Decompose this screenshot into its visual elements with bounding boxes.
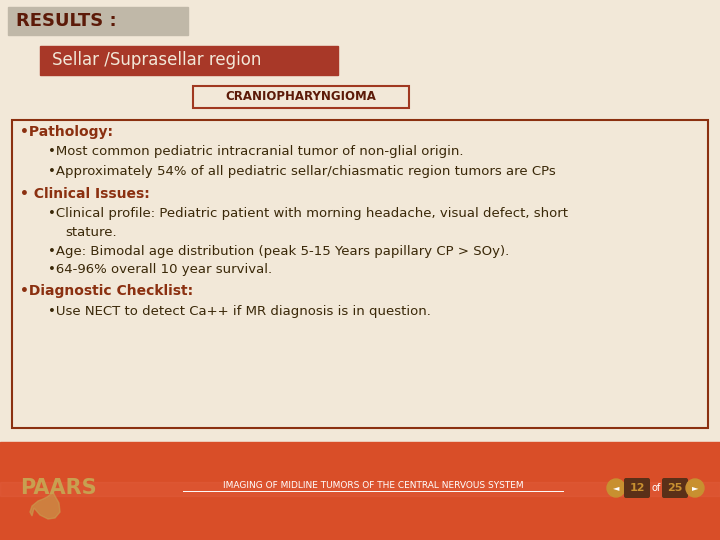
Text: •Diagnostic Checklist:: •Diagnostic Checklist: bbox=[20, 284, 193, 298]
Bar bbox=[40, 46, 338, 75]
Text: •Pathology:: •Pathology: bbox=[20, 125, 113, 139]
Polygon shape bbox=[30, 492, 60, 519]
Text: 25: 25 bbox=[667, 483, 683, 493]
Text: •Age: Bimodal age distribution (peak 5-15 Years papillary CP > SOy).: •Age: Bimodal age distribution (peak 5-1… bbox=[48, 245, 509, 258]
Text: PAARS: PAARS bbox=[19, 478, 96, 498]
Bar bbox=[8, 7, 188, 35]
FancyBboxPatch shape bbox=[12, 120, 708, 428]
Text: stature.: stature. bbox=[65, 226, 117, 239]
FancyBboxPatch shape bbox=[662, 478, 688, 498]
Text: RESULTS :: RESULTS : bbox=[16, 12, 117, 30]
Bar bbox=[0, 442, 720, 540]
Text: •Approximately 54% of all pediatric sellar/chiasmatic region tumors are CPs: •Approximately 54% of all pediatric sell… bbox=[48, 165, 556, 179]
Circle shape bbox=[686, 479, 704, 497]
Text: • Clinical Issues:: • Clinical Issues: bbox=[20, 187, 150, 201]
Text: IMAGING OF MIDLINE TUMORS OF THE CENTRAL NERVOUS SYSTEM: IMAGING OF MIDLINE TUMORS OF THE CENTRAL… bbox=[222, 482, 523, 490]
Text: Sellar /Suprasellar region: Sellar /Suprasellar region bbox=[52, 51, 261, 69]
Circle shape bbox=[607, 479, 625, 497]
Text: ►: ► bbox=[692, 483, 698, 492]
FancyBboxPatch shape bbox=[624, 478, 650, 498]
Text: •Use NECT to detect Ca++ if MR diagnosis is in question.: •Use NECT to detect Ca++ if MR diagnosis… bbox=[48, 305, 431, 318]
FancyBboxPatch shape bbox=[193, 86, 409, 108]
Text: CRANIOPHARYNGIOMA: CRANIOPHARYNGIOMA bbox=[225, 91, 377, 104]
Text: •64-96% overall 10 year survival.: •64-96% overall 10 year survival. bbox=[48, 262, 272, 275]
Text: •Most common pediatric intracranial tumor of non-glial origin.: •Most common pediatric intracranial tumo… bbox=[48, 145, 464, 159]
Text: 12: 12 bbox=[629, 483, 644, 493]
Text: ◄: ◄ bbox=[613, 483, 619, 492]
Text: •Clinical profile: Pediatric patient with morning headache, visual defect, short: •Clinical profile: Pediatric patient wit… bbox=[48, 207, 568, 220]
Text: of: of bbox=[652, 483, 661, 493]
Bar bbox=[0, 482, 720, 496]
